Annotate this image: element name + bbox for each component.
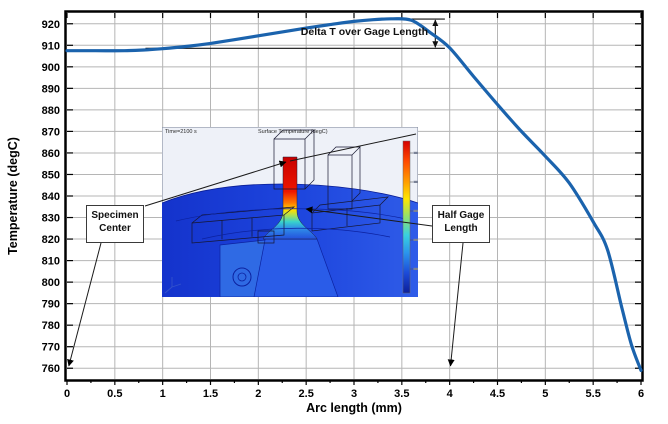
x-tick-labels: 0 0.5 1 1.5 2 2.5 3 3.5 4 4.5 5 5.5 6 [64, 388, 644, 400]
specimen-center-callout: Specimen Center [86, 205, 144, 243]
svg-text:800: 800 [42, 277, 60, 289]
temperature-curve [65, 17, 643, 372]
svg-text:790: 790 [42, 299, 60, 311]
svg-text:3: 3 [351, 388, 357, 400]
svg-text:890: 890 [42, 83, 60, 95]
svg-text:860: 860 [42, 148, 60, 160]
svg-text:1: 1 [160, 388, 166, 400]
y-tick-labels: 760 770 780 790 800 810 820 830 840 850 860 870 880 8… [42, 19, 60, 375]
y-axis-title: Temperature (degC) [6, 137, 20, 255]
fixture-hole-inner [237, 272, 247, 282]
inset-time-label: Time=2100 s [165, 129, 197, 135]
hot-zone-column [262, 156, 318, 240]
half-gage-line1: Half Gage [437, 210, 485, 221]
svg-text:1.5: 1.5 [203, 388, 218, 400]
specimen-center-line2: Center [99, 222, 131, 234]
x-axis-title: Arc length (mm) [306, 401, 402, 415]
svg-text:760: 760 [42, 363, 60, 375]
svg-text:6: 6 [638, 388, 644, 400]
specimen-center-line1: Specimen [91, 210, 139, 221]
svg-text:4.5: 4.5 [490, 388, 505, 400]
delta-t-dimension-label: Delta T over Gage Length [300, 26, 428, 38]
inset-figure: Time=2100 s Surface Temperature (degC) [162, 127, 418, 297]
fixture-hole [232, 267, 252, 287]
svg-text:5.5: 5.5 [586, 388, 601, 400]
svg-text:900: 900 [42, 62, 60, 74]
svg-text:780: 780 [42, 320, 60, 332]
svg-text:0: 0 [64, 388, 70, 400]
svg-text:2.5: 2.5 [299, 388, 314, 400]
svg-text:850: 850 [42, 169, 60, 181]
svg-text:910: 910 [42, 40, 60, 52]
inset-3d-scene [162, 127, 418, 297]
inset-plot-title: Surface Temperature (degC) [258, 129, 328, 135]
half-gage-line2: Length [444, 222, 478, 234]
svg-text:0.5: 0.5 [107, 388, 122, 400]
svg-text:820: 820 [42, 234, 60, 246]
svg-text:830: 830 [42, 213, 60, 225]
svg-text:870: 870 [42, 126, 60, 138]
svg-text:920: 920 [42, 19, 60, 31]
svg-text:5: 5 [542, 388, 548, 400]
half-gage-length-callout: Half Gage Length [432, 205, 490, 243]
svg-text:4: 4 [447, 388, 454, 400]
colorbar [402, 140, 411, 294]
svg-text:2: 2 [255, 388, 261, 400]
svg-text:3.5: 3.5 [394, 388, 409, 400]
coordinate-triad-icon [164, 277, 182, 294]
svg-text:810: 810 [42, 256, 60, 268]
svg-text:770: 770 [42, 342, 60, 354]
svg-text:840: 840 [42, 191, 60, 203]
svg-text:880: 880 [42, 105, 60, 117]
